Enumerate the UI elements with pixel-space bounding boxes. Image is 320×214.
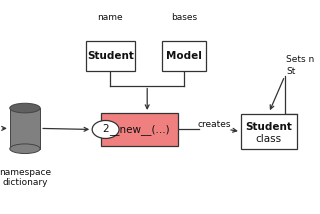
Bar — [241, 114, 297, 149]
Text: 2: 2 — [102, 125, 109, 134]
Text: namespace: namespace — [0, 168, 51, 177]
Circle shape — [92, 120, 119, 138]
Text: Model: Model — [166, 51, 202, 61]
Text: bases: bases — [171, 13, 197, 22]
Ellipse shape — [10, 103, 40, 113]
Text: Sets n: Sets n — [286, 55, 315, 64]
Text: class: class — [256, 134, 282, 144]
Text: Student: Student — [245, 122, 292, 132]
Text: __new__(...): __new__(...) — [109, 124, 170, 135]
Text: Student: Student — [87, 51, 134, 61]
Text: name: name — [98, 13, 123, 22]
Bar — [101, 113, 178, 146]
Bar — [162, 41, 205, 71]
Text: dictionary: dictionary — [2, 178, 48, 187]
Bar — [86, 41, 135, 71]
Text: creates: creates — [197, 120, 230, 129]
Ellipse shape — [10, 144, 40, 154]
Text: St: St — [286, 67, 296, 76]
Bar — [10, 108, 40, 149]
